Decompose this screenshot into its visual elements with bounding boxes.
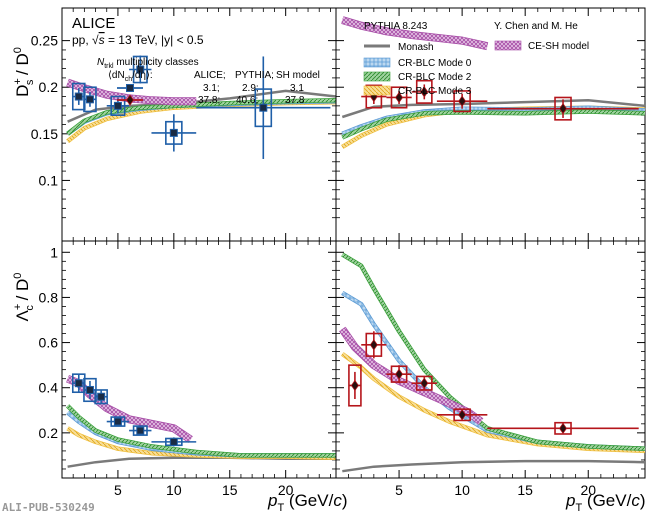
- y-tick-label: 1: [50, 244, 58, 260]
- legend-cr2-label: CR-BLC Mode 2: [398, 72, 472, 83]
- table-header-sh: SH model: [276, 70, 320, 81]
- legend-cr0-swatch: [363, 57, 391, 68]
- sh-author-label: Y. Chen and M. He: [494, 21, 578, 32]
- model-monash-line: [342, 459, 646, 473]
- data-point-square: [85, 95, 94, 104]
- legend-high-pythia: 40.6;: [236, 95, 258, 106]
- table-header-quantity: ⟨dNch/dη⟩:: [108, 70, 153, 83]
- legend-low-sh: 3.1: [290, 83, 304, 94]
- top-y-axis-title: D+s / D0: [12, 47, 36, 97]
- data-point-square: [97, 392, 106, 401]
- experiment-label: ALICE: [72, 15, 115, 32]
- legend-sh-label: CE-SH model: [528, 41, 589, 52]
- table-header-pythia: PYTHIA;: [235, 70, 274, 81]
- data-point-square: [85, 385, 94, 394]
- x-axis-title-left: pT (GeV/c): [267, 491, 348, 514]
- x-tick-label: 20: [278, 482, 294, 498]
- y-tick-label: 0.2: [39, 425, 59, 441]
- system-label: pp, √s = 13 TeV, |y| < 0.5: [72, 33, 204, 47]
- data-point-diamond: [458, 95, 467, 107]
- legend-high-alice: 37.8;: [198, 95, 220, 106]
- legend-high-sh: 37.8: [285, 95, 305, 106]
- model-sh-band-fill: [341, 16, 489, 50]
- syst-box: [83, 86, 97, 113]
- x-axis-title-right: pT (GeV/c): [565, 491, 646, 514]
- data-point-diamond: [350, 379, 359, 392]
- pythia-label: PYTHIA 8.243: [364, 21, 428, 32]
- legend-low-alice: 3.1;: [203, 83, 220, 94]
- data-point-square: [136, 426, 145, 435]
- legend-cr3-swatch: [363, 85, 391, 96]
- model-cr2-band-fill: [341, 253, 646, 451]
- model-sh-band-fill: [339, 327, 483, 425]
- y-tick-label: 0.8: [39, 289, 59, 305]
- data-point-diamond: [458, 409, 467, 421]
- multiplicity-header: Ntrkl multiplicity classes: [97, 57, 199, 70]
- x-tick-label: 20: [580, 482, 596, 498]
- model-cr2-band-fill: [66, 98, 337, 135]
- legend-low-pythia: 2.9;: [242, 83, 259, 94]
- model-cr2-band: [341, 252, 646, 451]
- data-point-diamond: [420, 86, 429, 98]
- bottom-y-axis-title: Λ+c / D0: [12, 273, 36, 322]
- legend-cr3-label: CR-BLC Mode 3: [398, 86, 472, 97]
- data-point-diamond: [559, 422, 568, 435]
- data-point-square: [113, 101, 122, 110]
- model-cr2-band-fill: [66, 404, 336, 457]
- data-point-diamond: [395, 368, 404, 380]
- data-point-diamond: [420, 377, 429, 389]
- panel-frame: [335, 240, 646, 479]
- table-header-alice: ALICE;: [194, 70, 226, 81]
- y-tick-label: 0.2: [39, 79, 59, 95]
- data-point-diamond: [395, 91, 404, 104]
- model-cr2-band-fill: [341, 110, 646, 139]
- x-tick-label: 5: [114, 482, 122, 498]
- data-point-square: [74, 92, 83, 101]
- panel-top-right: [335, 7, 646, 242]
- panel-bottom-left: 5 10 15 20 0.2 0.4 0.6 0.8 1: [39, 240, 337, 498]
- model-cr3-band-fill: [341, 352, 646, 453]
- x-tick-label: 5: [395, 482, 403, 498]
- legend-cr0-label: CR-BLC Mode 0: [398, 58, 472, 69]
- multiplicity-legend: [117, 84, 143, 106]
- y-tick-label: 0.25: [31, 33, 58, 49]
- data-point-square: [169, 437, 178, 446]
- legend-low-marker: [126, 84, 134, 92]
- x-tick-label: 15: [517, 482, 533, 498]
- y-tick-label: 0.15: [31, 126, 58, 142]
- panel-bottom-right: 5 10 15 20: [335, 240, 646, 498]
- legend-cr2-swatch: [363, 71, 391, 82]
- data-point-square: [169, 128, 178, 137]
- x-tick-label: 10: [454, 482, 470, 498]
- data-point-square: [259, 103, 268, 112]
- y-tick-label: 0.4: [39, 380, 59, 396]
- data-point-diamond: [369, 339, 378, 351]
- data-point-square: [136, 65, 145, 74]
- y-tick-label: 0.6: [39, 335, 59, 351]
- data-point-square: [113, 417, 122, 426]
- x-tick-label: 10: [166, 482, 182, 498]
- x-tick-label: 15: [222, 482, 238, 498]
- legend-sh-swatch: [494, 40, 522, 51]
- data-point-square: [74, 379, 83, 388]
- y-tick-label: 0.1: [39, 172, 59, 188]
- watermark: ALI-PUB-530249: [2, 501, 95, 514]
- legend-monash-label: Monash: [398, 42, 434, 53]
- data-point-diamond: [559, 102, 568, 115]
- legend-high-marker: [126, 94, 134, 106]
- syst-box: [71, 82, 86, 111]
